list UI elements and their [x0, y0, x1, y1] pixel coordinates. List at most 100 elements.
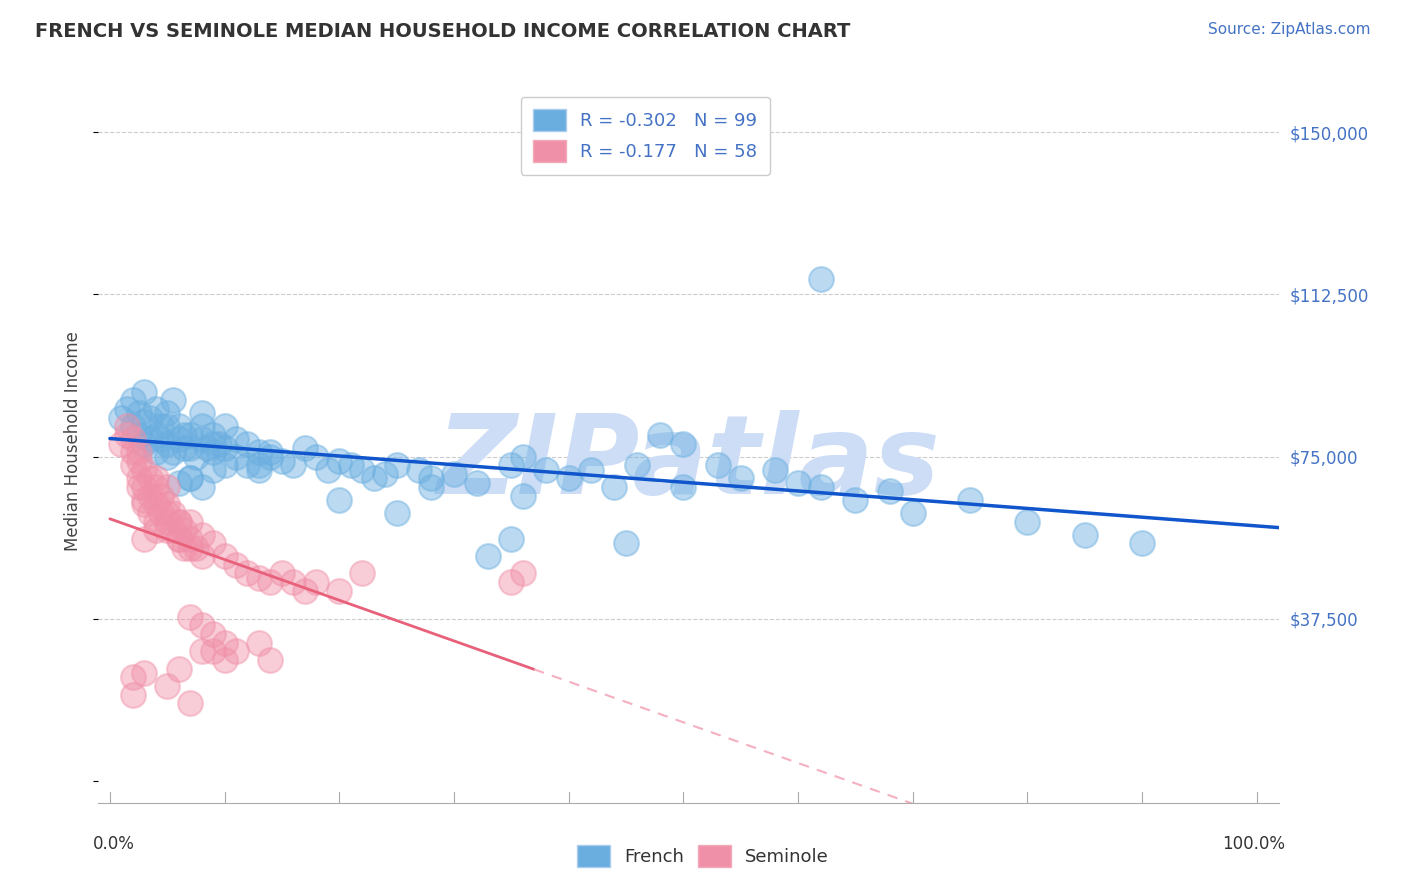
Point [352, 566, 374, 581]
Point [270, 566, 292, 581]
Point [283, 458, 305, 473]
Point [179, 696, 201, 710]
Point [115, 402, 138, 417]
Point [134, 480, 156, 494]
Point [156, 506, 179, 520]
Point [156, 436, 179, 450]
Point [1130, 536, 1153, 550]
Text: ZIPatlas: ZIPatlas [437, 409, 941, 516]
Point [156, 450, 179, 464]
Point [236, 566, 259, 581]
Point [247, 458, 270, 473]
Point [363, 471, 385, 485]
Point [167, 475, 190, 490]
Point [162, 393, 184, 408]
Point [512, 489, 534, 503]
Point [236, 436, 259, 450]
Point [145, 445, 167, 459]
Point [786, 475, 808, 490]
Point [283, 575, 305, 590]
Point [374, 467, 396, 481]
Point [179, 541, 201, 555]
Point [730, 471, 752, 485]
Point [121, 393, 143, 408]
Point [184, 541, 207, 555]
Point [706, 458, 728, 473]
Text: FRENCH VS SEMINOLE MEDIAN HOUSEHOLD INCOME CORRELATION CHART: FRENCH VS SEMINOLE MEDIAN HOUSEHOLD INCO… [35, 22, 851, 41]
Point [115, 428, 138, 442]
Point [167, 515, 190, 529]
Point [810, 272, 832, 286]
Point [501, 532, 523, 546]
Point [156, 480, 179, 494]
Point [901, 506, 924, 520]
Point [167, 433, 190, 447]
Point [420, 471, 443, 485]
Point [225, 433, 247, 447]
Point [173, 541, 195, 555]
Point [614, 536, 637, 550]
Point [156, 406, 179, 420]
Point [208, 436, 231, 450]
Point [139, 489, 162, 503]
Point [145, 428, 167, 442]
Point [305, 575, 328, 590]
Point [179, 471, 201, 485]
Point [128, 454, 150, 468]
Point [328, 454, 350, 468]
Point [110, 410, 132, 425]
Point [214, 549, 236, 564]
Point [294, 583, 316, 598]
Point [121, 433, 143, 447]
Point [179, 471, 201, 485]
Point [214, 419, 236, 434]
Legend: R = -0.302   N = 99, R = -0.177   N = 58: R = -0.302 N = 99, R = -0.177 N = 58 [520, 96, 770, 175]
Text: 0.0%: 0.0% [93, 835, 135, 854]
Point [190, 419, 212, 434]
Point [145, 402, 167, 417]
Point [190, 549, 212, 564]
Point [270, 454, 292, 468]
Point [134, 463, 156, 477]
Point [225, 644, 247, 658]
Point [156, 523, 179, 537]
Point [557, 471, 579, 485]
Point [150, 489, 173, 503]
Point [247, 445, 270, 459]
Text: Source: ZipAtlas.com: Source: ZipAtlas.com [1208, 22, 1371, 37]
Point [190, 433, 212, 447]
Point [603, 480, 626, 494]
Point [512, 566, 534, 581]
Point [150, 419, 173, 434]
Point [190, 618, 212, 632]
Text: 100.0%: 100.0% [1222, 835, 1285, 854]
Point [115, 419, 138, 434]
Point [1017, 515, 1039, 529]
Point [328, 492, 350, 507]
Point [162, 445, 184, 459]
Point [134, 532, 156, 546]
Point [121, 670, 143, 684]
Point [225, 450, 247, 464]
Point [259, 445, 281, 459]
Point [167, 419, 190, 434]
Y-axis label: Median Household Income: Median Household Income [65, 332, 83, 551]
Point [173, 428, 195, 442]
Point [134, 492, 156, 507]
Point [247, 571, 270, 585]
Point [408, 463, 430, 477]
Point [626, 458, 648, 473]
Point [195, 441, 218, 455]
Point [202, 463, 225, 477]
Point [173, 523, 195, 537]
Point [128, 406, 150, 420]
Point [512, 450, 534, 464]
Point [879, 484, 901, 499]
Point [202, 627, 225, 641]
Point [465, 475, 488, 490]
Point [139, 433, 162, 447]
Point [145, 523, 167, 537]
Point [167, 532, 190, 546]
Point [477, 549, 499, 564]
Point [443, 467, 465, 481]
